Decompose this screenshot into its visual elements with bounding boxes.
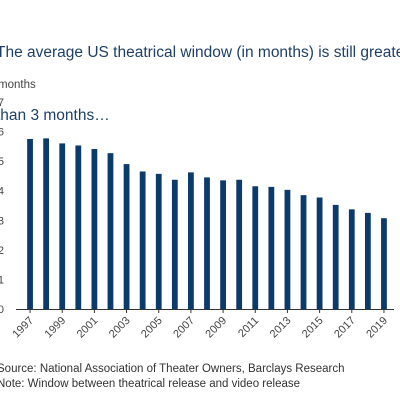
bar-2016 xyxy=(332,204,339,309)
bar-2002 xyxy=(107,153,114,309)
bar-2009 xyxy=(220,180,226,309)
x-tick-label: 2003 xyxy=(107,315,133,341)
x-tick-label: 2001 xyxy=(75,315,101,341)
y-tick-label: 1 xyxy=(0,274,4,286)
bar-2012 xyxy=(268,186,275,309)
x-tick-label: 2011 xyxy=(236,315,261,340)
bar-1999 xyxy=(59,143,66,309)
bars xyxy=(27,138,387,309)
x-tick-label: 2013 xyxy=(268,315,294,341)
y-tick-label: 0 xyxy=(0,304,4,316)
bar-2008 xyxy=(204,177,210,309)
bar-1997 xyxy=(27,138,33,309)
x-tick-label: 2005 xyxy=(139,315,165,341)
y-tick-label: 4 xyxy=(0,186,4,198)
bar-2010 xyxy=(236,179,243,309)
x-axis-ticks: 1997 1999 2001 2003 2005 2007 2009 2011 2013 2015… xyxy=(10,309,390,340)
x-tick-label: 2009 xyxy=(203,315,229,341)
x-tick-label: 1999 xyxy=(43,315,69,341)
chart-title: The average US theatrical window (in mon… xyxy=(0,0,400,147)
x-tick-label: 2017 xyxy=(332,315,358,341)
bar-2004 xyxy=(139,171,146,309)
x-tick-label: 2019 xyxy=(364,315,390,341)
bar-2001 xyxy=(91,149,98,309)
bar-2000 xyxy=(75,145,82,309)
footnotes: Source: National Association of Theater … xyxy=(0,362,345,392)
bar-2017 xyxy=(348,209,355,309)
y-tick-label: 3 xyxy=(0,215,4,227)
x-tick-label: 2007 xyxy=(171,315,197,341)
y-axis-ticks: 0 1 2 3 4 5 6 7 xyxy=(0,97,4,316)
bar-2005 xyxy=(155,173,162,309)
bar-2019 xyxy=(381,218,387,309)
chart-title-line-1: The average US theatrical window (in mon… xyxy=(0,44,400,61)
source-note: Source: National Association of Theater … xyxy=(0,363,345,375)
bar-2014 xyxy=(300,195,307,309)
bar-2007 xyxy=(188,172,194,309)
x-tick-label: 2015 xyxy=(300,315,326,341)
bar-2006 xyxy=(171,179,178,309)
y-tick-label: 7 xyxy=(0,97,4,109)
bar-2013 xyxy=(284,189,291,309)
chart-title-line-2: than 3 months… xyxy=(0,107,110,124)
y-axis-label: months xyxy=(0,79,36,91)
y-tick-label: 5 xyxy=(0,156,4,168)
y-tick-label: 6 xyxy=(0,127,4,139)
bar-1998 xyxy=(43,138,50,309)
bar-2011 xyxy=(252,186,259,309)
footnote: Note: Window between theatrical release … xyxy=(0,378,301,390)
x-tick-label: 1997 xyxy=(10,315,36,341)
y-tick-label: 2 xyxy=(0,245,4,257)
bar-2018 xyxy=(364,212,371,309)
bar-2015 xyxy=(316,197,323,309)
bar-2003 xyxy=(123,164,130,309)
